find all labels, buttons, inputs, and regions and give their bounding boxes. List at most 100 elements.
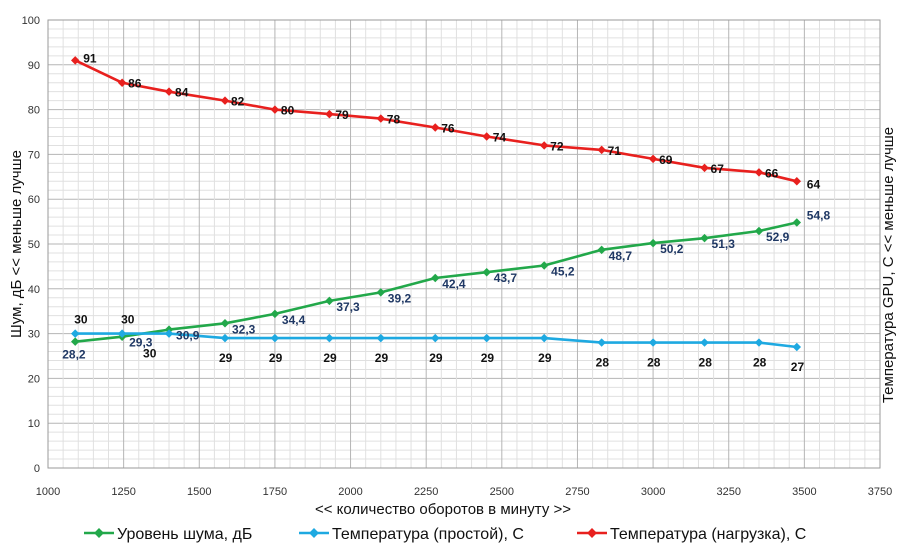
- y-tick-label: 0: [34, 463, 40, 475]
- data-label-load-temp: 64: [807, 177, 821, 191]
- y-tick-label: 70: [28, 149, 40, 161]
- data-point-noise: [70, 337, 80, 346]
- data-point-idle-temp: [270, 333, 280, 343]
- data-point-load-temp: [648, 154, 658, 164]
- data-point-load-temp: [754, 168, 764, 177]
- x-tick-label: 3000: [641, 486, 665, 498]
- data-point-load-temp: [792, 177, 802, 186]
- data-label-idle-temp: 29: [219, 351, 233, 365]
- data-point-load-temp: [597, 145, 606, 155]
- y-tick-label: 50: [28, 239, 40, 251]
- data-point-idle-temp: [164, 329, 174, 338]
- data-label-load-temp: 82: [231, 95, 245, 109]
- data-point-load-temp: [117, 78, 127, 87]
- data-label-idle-temp: 29: [429, 351, 443, 365]
- data-label-noise: 34,4: [282, 313, 306, 327]
- legend-label-load-temp: Температура (нагрузка), С: [610, 526, 806, 543]
- x-tick-label: 2750: [565, 486, 589, 498]
- y-axis-title-left: Шум, дБ << меньше лучше: [8, 150, 25, 338]
- data-point-idle-temp: [431, 333, 440, 343]
- data-point-load-temp: [70, 56, 80, 65]
- y-tick-label: 40: [28, 284, 40, 296]
- data-point-noise: [754, 226, 764, 236]
- data-label-noise: 48,7: [609, 249, 633, 263]
- data-label-idle-temp: 30: [121, 313, 135, 327]
- data-point-load-temp: [270, 105, 280, 114]
- data-label-idle-temp: 29: [481, 351, 495, 365]
- x-tick-label: 1000: [36, 486, 60, 498]
- data-label-load-temp: 76: [441, 122, 455, 136]
- plot-area-frame: [47, 19, 881, 469]
- data-point-load-temp: [482, 132, 491, 141]
- data-label-idle-temp: 30: [143, 347, 157, 361]
- legend-item-load-temp: Температура (нагрузка), С: [577, 526, 806, 543]
- data-point-noise: [220, 319, 230, 328]
- legend-marker-load-temp: [587, 528, 597, 538]
- data-label-load-temp: 66: [765, 166, 779, 180]
- data-point-load-temp: [325, 109, 334, 119]
- data-label-idle-temp: 29: [538, 351, 552, 365]
- x-tick-label: 1750: [263, 486, 287, 498]
- data-point-noise: [270, 309, 280, 319]
- data-label-noise: 51,3: [712, 237, 736, 251]
- data-point-load-temp: [700, 163, 709, 173]
- data-point-load-temp: [220, 96, 230, 105]
- data-point-noise: [325, 296, 334, 306]
- data-label-noise: 37,3: [336, 300, 360, 314]
- data-label-load-temp: 72: [550, 139, 564, 153]
- data-label-noise: 50,2: [660, 242, 684, 256]
- data-point-noise: [482, 267, 491, 277]
- data-labels: 28,2 29,3 30,9 32,3 34,4 37,3 39,2 42,4 43,7 45,2…: [62, 51, 830, 374]
- data-point-idle-temp: [539, 333, 549, 343]
- data-label-idle-temp: 30: [74, 313, 88, 327]
- data-point-idle-temp: [325, 333, 334, 343]
- data-point-idle-temp: [648, 338, 658, 347]
- data-point-idle-temp: [117, 329, 127, 338]
- data-point-load-temp: [376, 114, 386, 123]
- data-point-load-temp: [431, 123, 440, 132]
- data-label-load-temp: 71: [608, 144, 622, 158]
- data-label-idle-temp: 29: [323, 351, 337, 365]
- data-point-idle-temp: [70, 329, 80, 338]
- data-label-load-temp: 69: [659, 153, 673, 167]
- data-label-idle-temp: 28: [699, 356, 713, 370]
- legend-item-idle-temp: Температура (простой), С: [299, 526, 524, 543]
- data-label-noise: 45,2: [551, 265, 575, 279]
- data-label-load-temp: 91: [83, 51, 97, 65]
- x-tick-label: 1250: [111, 486, 135, 498]
- data-label-noise: 43,7: [494, 271, 518, 285]
- legend-item-noise: Уровень шума, дБ: [84, 526, 252, 543]
- data-label-load-temp: 78: [387, 113, 401, 127]
- x-axis-title: << количество оборотов в минуту >>: [315, 501, 571, 518]
- data-label-noise: 28,2: [62, 348, 86, 362]
- data-point-idle-temp: [700, 338, 709, 347]
- data-label-noise: 29,3: [129, 336, 153, 350]
- data-point-noise: [431, 273, 440, 283]
- data-label-noise: 42,4: [442, 277, 466, 291]
- y-tick-label: 60: [28, 194, 40, 206]
- legend: Уровень шума, дБ Температура (простой), …: [84, 526, 806, 543]
- legend-marker-idle-temp: [309, 528, 319, 538]
- grid: [47, 19, 881, 469]
- x-tick-label: 2250: [414, 486, 438, 498]
- data-point-noise: [792, 218, 802, 227]
- y-tick-labels: 0 10 20 30 40 50 60 70 80 90 100: [22, 15, 40, 475]
- y-tick-label: 80: [28, 105, 40, 117]
- data-point-idle-temp: [482, 333, 491, 343]
- data-point-idle-temp: [376, 333, 386, 343]
- data-point-idle-temp: [754, 338, 764, 347]
- legend-marker-noise: [94, 528, 104, 538]
- data-label-load-temp: 67: [711, 162, 725, 176]
- y-tick-label: 90: [28, 60, 40, 72]
- data-point-idle-temp: [597, 338, 606, 347]
- data-point-noise: [376, 288, 386, 297]
- data-label-idle-temp: 29: [269, 351, 283, 365]
- data-label-noise: 39,2: [388, 291, 412, 305]
- data-point-noise: [539, 261, 549, 270]
- series-line-noise: [75, 221, 798, 343]
- data-label-idle-temp: 28: [596, 356, 610, 370]
- data-label-noise: 30,9: [176, 329, 200, 343]
- legend-label-noise: Уровень шума, дБ: [117, 526, 252, 543]
- data-label-idle-temp: 29: [375, 351, 389, 365]
